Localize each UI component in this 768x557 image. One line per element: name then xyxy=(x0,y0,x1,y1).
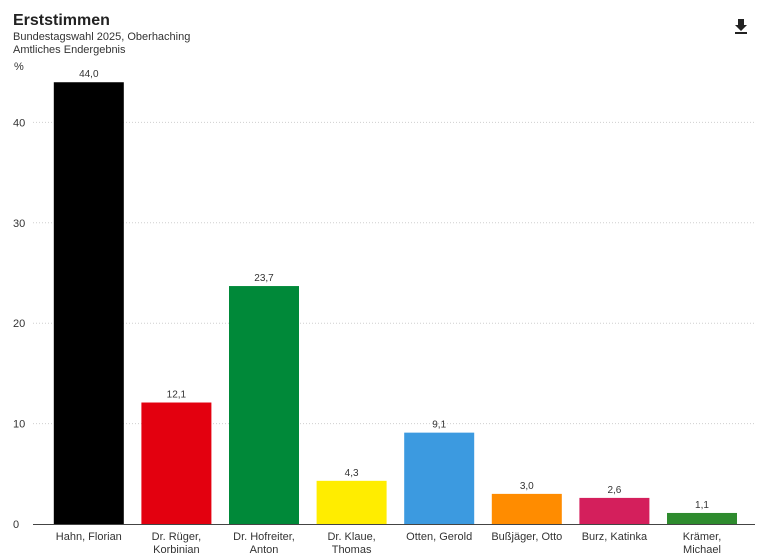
bar[interactable] xyxy=(667,512,737,524)
y-tick-label: 20 xyxy=(13,318,25,330)
chart-title: Erststimmen xyxy=(13,12,110,29)
chart-header: Erststimmen Bundestagswahl 2025, Oberhac… xyxy=(13,11,190,57)
bar-value-label: 1,1 xyxy=(695,500,709,511)
chart-status: Amtliches Endergebnis xyxy=(13,44,126,56)
download-icon xyxy=(735,19,747,34)
x-category-label: Krämer, xyxy=(683,531,722,543)
bar-value-label: 9,1 xyxy=(432,420,446,431)
bar-value-label: 4,3 xyxy=(345,468,359,479)
bar[interactable] xyxy=(491,493,562,524)
x-category-label: Thomas xyxy=(332,544,372,556)
x-category-label: Dr. Rüger, xyxy=(152,531,202,543)
bar[interactable] xyxy=(316,480,387,524)
bar[interactable] xyxy=(53,82,124,525)
download-button[interactable] xyxy=(731,16,751,36)
x-category-label: Korbinian xyxy=(153,544,199,556)
bar-value-label: 23,7 xyxy=(254,273,274,284)
bar-value-label: 3,0 xyxy=(520,481,534,492)
bar[interactable] xyxy=(404,432,475,524)
y-tick-label: 0 xyxy=(13,519,19,531)
x-category-label: Dr. Hofreiter, xyxy=(233,531,295,543)
y-axis-unit: % xyxy=(14,61,24,73)
bar-value-label: 44,0 xyxy=(79,69,99,80)
x-category-label: Otten, Gerold xyxy=(406,531,472,543)
bar[interactable] xyxy=(141,402,212,524)
x-category-label: Burz, Katinka xyxy=(582,531,648,543)
bar[interactable] xyxy=(229,286,299,524)
y-tick-label: 10 xyxy=(13,419,25,431)
y-tick-label: 30 xyxy=(13,218,25,230)
bar[interactable] xyxy=(579,497,650,524)
x-category-label: Anton xyxy=(250,544,279,556)
bar-value-label: 2,6 xyxy=(607,485,621,496)
y-tick-label: 40 xyxy=(13,117,25,129)
x-category-label: Bußjäger, Otto xyxy=(491,531,562,543)
x-category-label: Michael xyxy=(683,544,721,556)
x-category-label: Dr. Klaue, xyxy=(327,531,375,543)
bar-value-label: 12,1 xyxy=(167,390,187,401)
x-category-label: Hahn, Florian xyxy=(56,531,122,543)
chart-subtitle: Bundestagswahl 2025, Oberhaching xyxy=(13,31,191,43)
